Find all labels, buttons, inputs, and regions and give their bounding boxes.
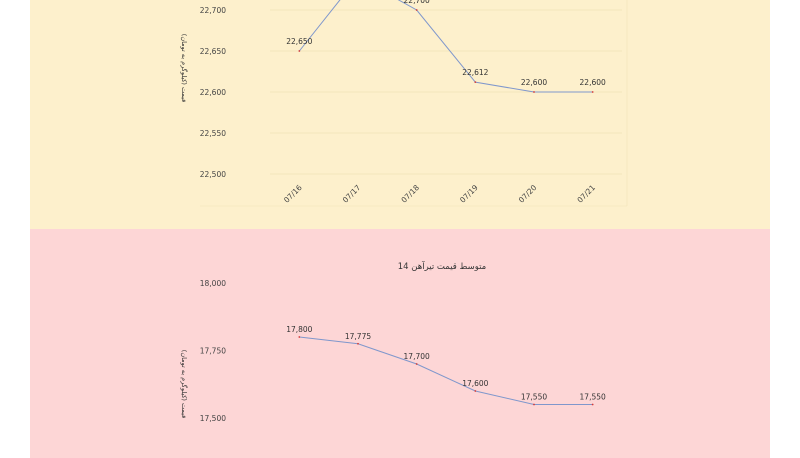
data-label: 22,650 (286, 37, 312, 46)
y-tick-label: 18,000 (200, 279, 226, 288)
y-tick-label: 17,500 (200, 414, 226, 423)
price-chart-bottom: متوسط قیمت تیرآهن 14 قیمت (کیلوگرم به توم… (30, 229, 770, 458)
data-point (533, 403, 535, 406)
data-label: 17,800 (286, 325, 312, 334)
data-point (474, 81, 477, 84)
chart-title: متوسط قیمت تیرآهن 14 (398, 260, 486, 272)
data-label: 17,550 (580, 393, 606, 402)
y-tick-label: 22,500 (200, 170, 226, 179)
y-tick-label: 22,550 (200, 129, 226, 138)
y-axis-label: قیمت (کیلوگرم به تومان) (180, 34, 188, 102)
data-label: 17,550 (521, 393, 547, 402)
y-tick-label: 22,600 (200, 88, 226, 97)
data-point (474, 390, 477, 392)
y-tick-label: 17,750 (200, 347, 226, 356)
price-chart-top: قیمت (کیلوگرم به تومان) 22,500 22,550 22,60… (30, 0, 770, 229)
data-label: 22,600 (580, 78, 606, 87)
data-point (591, 91, 594, 93)
data-label: 22,600 (521, 78, 547, 87)
data-label: 22,612 (462, 68, 488, 77)
data-point (591, 403, 594, 406)
data-point (415, 363, 418, 365)
series-line (298, 0, 593, 93)
y-tick-label: 22,650 (200, 47, 226, 56)
data-point (298, 50, 301, 52)
data-point (533, 91, 535, 93)
chart-panel-bottom: متوسط قیمت تیرآهن 14 قیمت (کیلوگرم به توم… (30, 229, 770, 458)
y-axis-label: قیمت (کیلوگرم به تومان) (180, 350, 188, 418)
data-label: 17,775 (345, 332, 371, 341)
data-label: 17,600 (462, 379, 488, 388)
chart-background (30, 0, 770, 229)
data-point (357, 342, 359, 345)
data-point (298, 336, 301, 338)
data-label: 17,700 (404, 352, 430, 361)
chart-background (30, 229, 770, 458)
y-tick-label: 22,700 (200, 6, 226, 15)
series-line (299, 336, 593, 405)
data-point (415, 9, 418, 11)
data-label: 22,700 (404, 0, 430, 5)
chart-panel-top: قیمت (کیلوگرم به تومان) 22,500 22,550 22,60… (30, 0, 770, 229)
